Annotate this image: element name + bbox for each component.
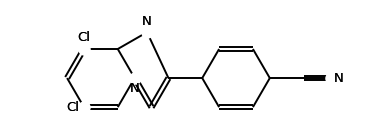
Text: N: N: [142, 15, 152, 28]
Text: N: N: [130, 82, 140, 95]
Text: N: N: [130, 82, 140, 95]
Text: N: N: [142, 15, 152, 28]
Text: Cl: Cl: [66, 101, 79, 114]
Text: Cl: Cl: [78, 31, 90, 44]
Text: N: N: [333, 72, 343, 85]
Text: Cl: Cl: [78, 31, 90, 44]
Text: N: N: [333, 72, 343, 85]
Text: Cl: Cl: [66, 101, 79, 114]
